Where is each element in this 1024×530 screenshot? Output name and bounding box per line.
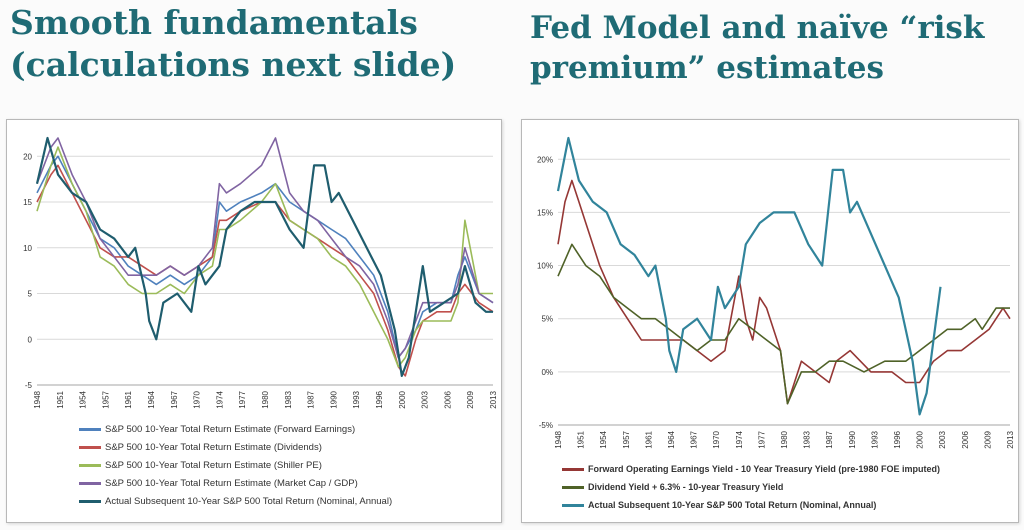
x-tick-label: 1977	[238, 390, 247, 408]
x-tick-label: 1954	[79, 390, 88, 408]
y-tick-label: 10%	[537, 262, 553, 271]
x-tick-label: 1977	[757, 430, 766, 448]
x-tick-label: 1983	[803, 430, 812, 448]
right-title-line2: premium” estimates	[530, 50, 884, 86]
series-line	[557, 179, 1011, 405]
x-tick-label: 1954	[599, 430, 608, 448]
y-tick-label: 15%	[537, 208, 553, 217]
legend-item: S&P 500 10-Year Total Return Estimate (F…	[79, 420, 392, 438]
legend-swatch	[79, 481, 101, 485]
legend-label: S&P 500 10-Year Total Return Estimate (M…	[105, 477, 358, 489]
x-tick-label: 1974	[215, 390, 224, 408]
x-tick-label: 1964	[667, 430, 676, 448]
right-slide-title: Fed Model and naïve “risk premium” estim…	[530, 8, 1010, 88]
x-tick-label: 1996	[893, 430, 902, 448]
legend-item: S&P 500 10-Year Total Return Estimate (S…	[79, 456, 392, 474]
x-tick-label: 1957	[101, 390, 110, 408]
x-tick-label: 1983	[284, 390, 293, 408]
series-line	[557, 243, 1010, 405]
x-tick-label: 2009	[466, 390, 475, 408]
y-tick-label: -5%	[539, 421, 553, 430]
legend-item: S&P 500 10-Year Total Return Estimate (M…	[79, 474, 392, 492]
legend-label: Forward Operating Earnings Yield - 10 Ye…	[588, 464, 940, 474]
legend-label: S&P 500 10-Year Total Return Estimate (S…	[105, 459, 322, 471]
legend-swatch	[79, 463, 101, 467]
x-tick-label: 1964	[147, 390, 156, 408]
x-tick-label: 2006	[443, 390, 452, 408]
y-tick-label: 0%	[541, 368, 553, 377]
x-tick-label: 2009	[983, 430, 992, 448]
right-chart-legend: Forward Operating Earnings Yield - 10 Ye…	[562, 460, 940, 514]
y-tick-label: 5%	[541, 315, 553, 324]
legend-item: Dividend Yield + 6.3% - 10-year Treasury…	[562, 478, 940, 496]
right-chart-panel: -5% 0% 5% 10% 15% 20% 1948 1951 1954 1957 1961 1964…	[521, 119, 1019, 523]
legend-label: Actual Subsequent 10-Year S&P 500 Total …	[105, 495, 393, 507]
left-title-line1: Smooth fundamentals	[10, 3, 418, 42]
x-tick-label: 1993	[352, 390, 361, 408]
x-tick-label: 1967	[170, 390, 179, 408]
y-tick-label: 10	[23, 244, 32, 253]
series-line	[556, 136, 942, 416]
left-line-chart: -5 0 5 10 15 20 1948 1951 1954 1957 1961 1964 1967 19…	[23, 136, 498, 409]
left-title-line2: (calculations next slide)	[10, 45, 457, 84]
legend-swatch	[562, 467, 584, 471]
legend-item: Actual Subsequent 10-Year S&P 500 Total …	[562, 496, 940, 514]
x-tick-label: 2006	[961, 430, 970, 448]
x-tick-label: 2003	[938, 430, 947, 448]
right-line-chart: -5% 0% 5% 10% 15% 20% 1948 1951 1954 1957 1961 1964…	[537, 136, 1015, 449]
x-tick-label: 1993	[870, 430, 879, 448]
x-tick-label: 1970	[193, 390, 202, 408]
x-tick-label: 1951	[56, 390, 65, 408]
legend-swatch	[79, 427, 101, 431]
x-tick-label: 2013	[1006, 430, 1015, 448]
x-tick-label: 1967	[690, 430, 699, 448]
x-tick-label: 1948	[33, 390, 42, 408]
left-chart-panel: -5 0 5 10 15 20 1948 1951 1954 1957 1961 1964 1967 19…	[6, 119, 502, 523]
legend-label: S&P 500 10-Year Total Return Estimate (D…	[105, 441, 322, 453]
x-tick-label: 2003	[421, 390, 430, 408]
legend-label: S&P 500 10-Year Total Return Estimate (F…	[105, 423, 356, 435]
x-tick-label: 2000	[398, 390, 407, 408]
legend-item: S&P 500 10-Year Total Return Estimate (D…	[79, 438, 392, 456]
x-tick-label: 1957	[622, 430, 631, 448]
y-tick-label: 5	[28, 290, 33, 299]
y-tick-label: 15	[23, 198, 32, 207]
legend-item: Actual Subsequent 10-Year S&P 500 Total …	[79, 492, 392, 510]
x-tick-label: 1961	[644, 430, 653, 448]
x-tick-label: 1987	[307, 390, 316, 408]
x-tick-label: 1951	[577, 430, 586, 448]
legend-label: Actual Subsequent 10-Year S&P 500 Total …	[588, 500, 877, 510]
x-tick-label: 1961	[124, 390, 133, 408]
x-tick-label: 1980	[261, 390, 270, 408]
left-slide-title: Smooth fundamentals (calculations next s…	[10, 2, 480, 86]
x-tick-label: 1990	[848, 430, 857, 448]
legend-swatch	[79, 499, 101, 503]
x-tick-label: 1948	[554, 430, 563, 448]
legend-swatch	[562, 503, 584, 507]
legend-swatch	[562, 485, 584, 489]
legend-label: Dividend Yield + 6.3% - 10-year Treasury…	[588, 482, 784, 492]
series-line	[36, 155, 494, 359]
x-tick-label: 1970	[712, 430, 721, 448]
x-tick-label: 1987	[825, 430, 834, 448]
series-line	[35, 136, 493, 377]
y-tick-label: 0	[28, 335, 33, 344]
x-tick-label: 1974	[735, 430, 744, 448]
y-tick-label: -5	[25, 381, 33, 390]
series-line	[36, 146, 493, 368]
series-line	[36, 137, 494, 359]
right-title-line1: Fed Model and naïve “risk	[530, 10, 985, 46]
legend-swatch	[79, 445, 101, 449]
x-tick-label: 1980	[780, 430, 789, 448]
x-tick-label: 1990	[329, 390, 338, 408]
legend-item: Forward Operating Earnings Yield - 10 Ye…	[562, 460, 940, 478]
x-tick-label: 2013	[489, 390, 498, 408]
x-tick-label: 1996	[375, 390, 384, 408]
x-tick-label: 2000	[916, 430, 925, 448]
y-tick-label: 20%	[537, 155, 553, 164]
left-chart-legend: S&P 500 10-Year Total Return Estimate (F…	[79, 420, 392, 510]
y-tick-label: 20	[23, 152, 32, 161]
